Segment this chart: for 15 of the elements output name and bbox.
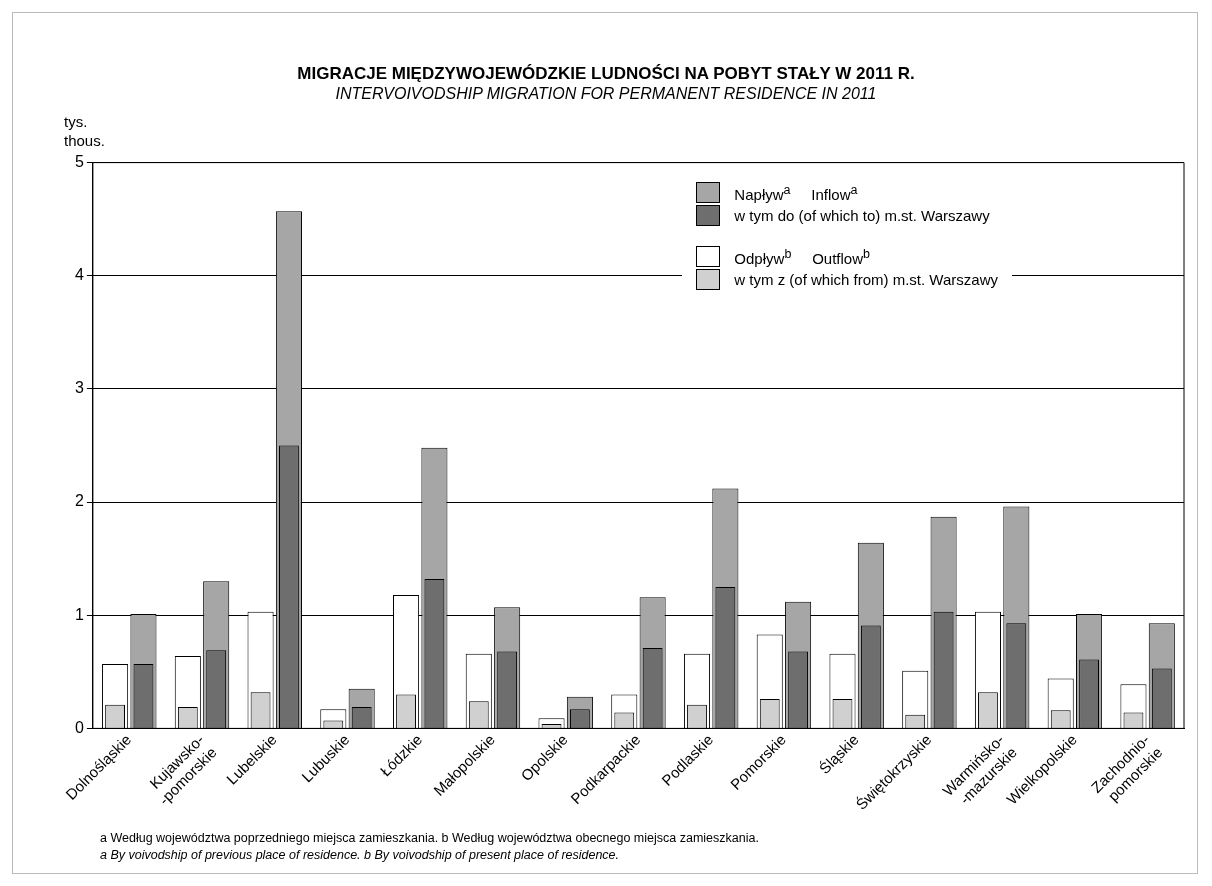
- text: Napływ$^{a}$ Inflow$^{a}$: [734, 182, 858, 203]
- y-tick-label: 2: [74, 492, 84, 510]
- text: a By voivodship of previous place of residence. b By voivodship of present place of residence.: [100, 847, 621, 864]
- y-tick-label: 3: [74, 379, 84, 397]
- chart-title: MIGRACJE MIĘDZYWOJEWÓDZKIE LUDNOŚCI NA POBYT STAŁY W 2011 R.: [296, 64, 916, 84]
- y-tick-label: 4: [74, 266, 84, 284]
- y-tick-label: 0: [74, 718, 84, 736]
- y-tick-label: 5: [74, 153, 84, 171]
- y-axis-title: tys. thous.: [64, 112, 105, 150]
- chart-subtitle: INTERVOIVODSHIP MIGRATION FOR PERMANENT RESIDENCE IN 2011: [334, 85, 878, 103]
- text: a Według województwa poprzedniego miejsca zamieszkania. b Według województwa obecnego miejsca zamieszkania.: [100, 830, 759, 847]
- legend-label: w tym z (of which from) m.st. Warszawy: [734, 271, 998, 288]
- legend-label: w tym do (of which to) m.st. Warszawy: [734, 207, 990, 224]
- y-tick-label: 1: [74, 605, 84, 623]
- text: Odpływ$^{b}$ Outflow$^{b}$: [734, 246, 870, 267]
